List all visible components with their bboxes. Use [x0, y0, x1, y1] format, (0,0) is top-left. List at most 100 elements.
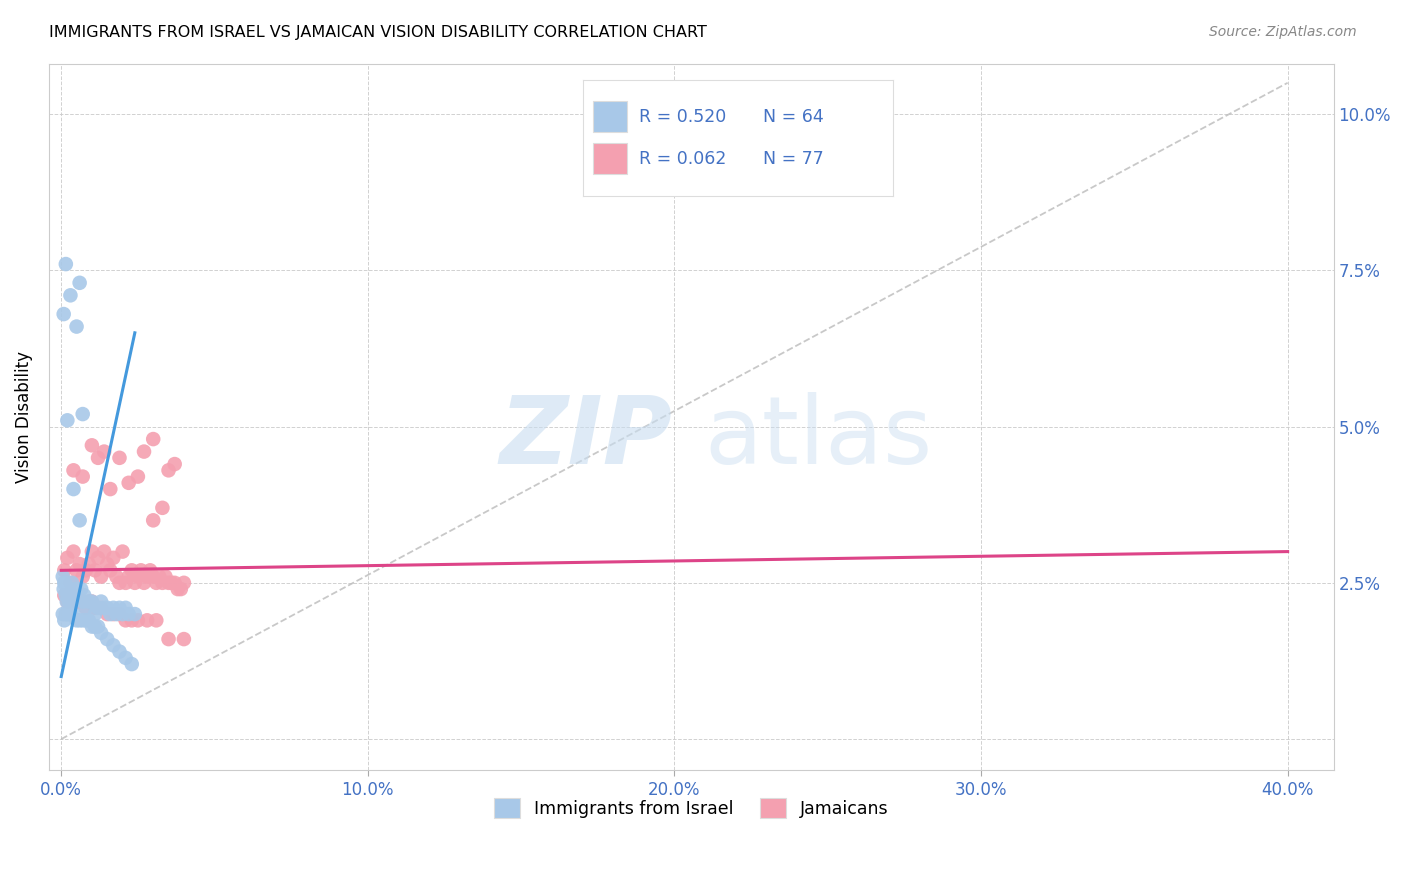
- Point: [62, 607, 84, 621]
- Point: [103, 550, 125, 565]
- Point: [160, 575, 183, 590]
- Point: [103, 600, 125, 615]
- Point: [56, 550, 79, 565]
- Point: [108, 575, 131, 590]
- Point: [77, 613, 100, 627]
- Point: [52, 569, 75, 583]
- Point: [65, 613, 87, 627]
- Point: [62, 588, 84, 602]
- Point: [155, 569, 177, 583]
- Point: [103, 638, 125, 652]
- Point: [118, 475, 141, 490]
- Point: [145, 575, 167, 590]
- Point: [52, 307, 75, 321]
- Point: [72, 594, 94, 608]
- Point: [75, 563, 97, 577]
- Point: [55, 257, 77, 271]
- Point: [108, 644, 131, 658]
- Point: [80, 594, 103, 608]
- Point: [96, 607, 118, 621]
- Point: [163, 575, 186, 590]
- Point: [105, 607, 128, 621]
- Point: [69, 276, 91, 290]
- Point: [59, 575, 82, 590]
- Point: [72, 407, 94, 421]
- Point: [75, 600, 97, 615]
- Point: [105, 569, 128, 583]
- Point: [157, 632, 180, 646]
- Point: [65, 563, 87, 577]
- Point: [87, 619, 110, 633]
- Point: [108, 450, 131, 465]
- Point: [148, 569, 170, 583]
- Point: [142, 432, 165, 446]
- Point: [65, 582, 87, 596]
- Point: [77, 557, 100, 571]
- Point: [145, 613, 167, 627]
- Point: [69, 594, 91, 608]
- Text: N = 77: N = 77: [763, 150, 824, 168]
- Point: [111, 607, 134, 621]
- Point: [114, 650, 136, 665]
- Point: [80, 594, 103, 608]
- Point: [93, 600, 115, 615]
- Bar: [593, 143, 627, 175]
- Point: [84, 563, 107, 577]
- Point: [52, 607, 75, 621]
- Point: [93, 444, 115, 458]
- Text: R = 0.062: R = 0.062: [640, 150, 727, 168]
- Point: [72, 569, 94, 583]
- Point: [108, 607, 131, 621]
- Point: [55, 588, 77, 602]
- Point: [90, 594, 112, 608]
- Point: [77, 594, 100, 608]
- Point: [84, 619, 107, 633]
- Point: [98, 607, 121, 621]
- Point: [142, 513, 165, 527]
- Point: [55, 594, 77, 608]
- Text: atlas: atlas: [704, 392, 932, 484]
- Point: [124, 607, 146, 621]
- Point: [132, 575, 155, 590]
- Point: [157, 575, 180, 590]
- Text: N = 64: N = 64: [763, 108, 824, 126]
- Point: [59, 288, 82, 302]
- Point: [152, 500, 174, 515]
- Point: [62, 544, 84, 558]
- Point: [152, 575, 174, 590]
- Point: [62, 588, 84, 602]
- Point: [90, 600, 112, 615]
- Point: [56, 607, 79, 621]
- Y-axis label: Vision Disability: Vision Disability: [15, 351, 32, 483]
- Point: [75, 600, 97, 615]
- Legend: Immigrants from Israel, Jamaicans: Immigrants from Israel, Jamaicans: [488, 791, 896, 825]
- Point: [103, 607, 125, 621]
- Point: [72, 613, 94, 627]
- Point: [93, 544, 115, 558]
- Point: [72, 469, 94, 483]
- Point: [60, 575, 83, 590]
- Point: [80, 619, 103, 633]
- Point: [136, 569, 159, 583]
- Point: [166, 582, 188, 596]
- Point: [98, 563, 121, 577]
- Point: [53, 613, 76, 627]
- Point: [129, 563, 152, 577]
- Point: [63, 594, 86, 608]
- Point: [62, 463, 84, 477]
- Point: [108, 600, 131, 615]
- Point: [98, 482, 121, 496]
- Point: [132, 444, 155, 458]
- Point: [56, 582, 79, 596]
- Point: [80, 438, 103, 452]
- Point: [59, 588, 82, 602]
- Point: [96, 632, 118, 646]
- Point: [84, 600, 107, 615]
- Point: [62, 482, 84, 496]
- Bar: [593, 101, 627, 132]
- Point: [65, 594, 87, 608]
- Point: [69, 513, 91, 527]
- Point: [163, 457, 186, 471]
- Point: [72, 594, 94, 608]
- Point: [96, 600, 118, 615]
